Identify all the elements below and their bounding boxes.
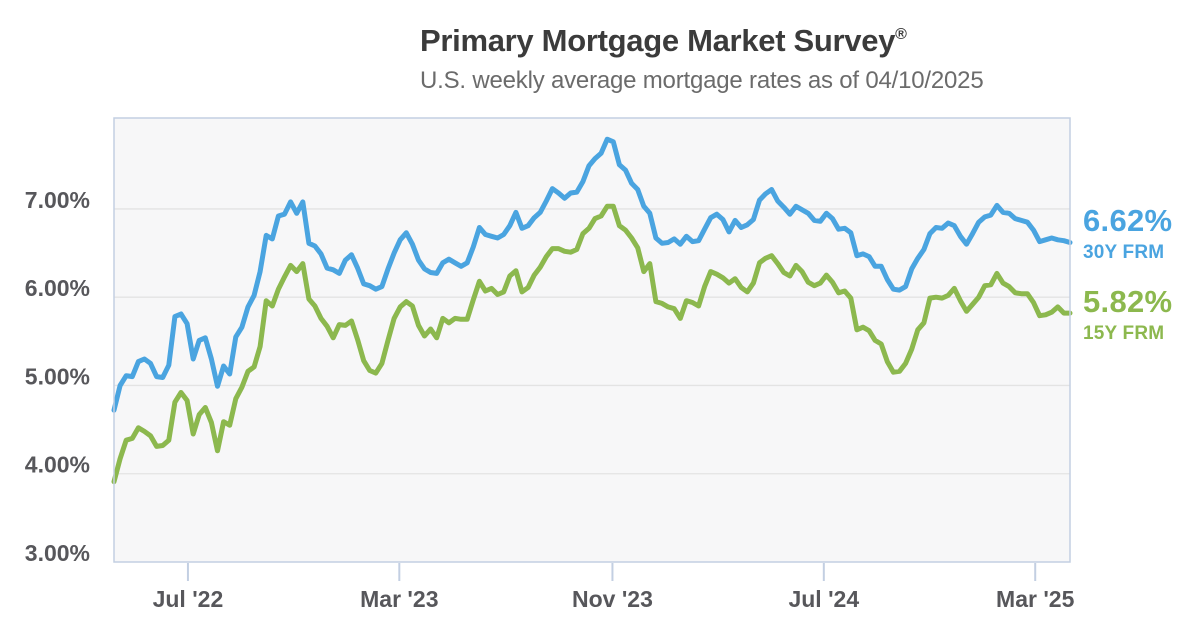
y-axis-labels: 7.00% 6.00% 5.00% 4.00% 3.00% [25, 187, 90, 566]
label-15y: 15Y FRM [1083, 323, 1165, 344]
y-axis-label: 5.00% [25, 363, 90, 389]
chart-header: Primary Mortgage Market Survey® U.S. wee… [420, 23, 984, 95]
x-axis-label: Jul '24 [788, 586, 859, 612]
x-axis-label: Jul '22 [153, 586, 224, 612]
y-axis-label: 7.00% [25, 187, 90, 213]
x-axis-label: Mar '25 [996, 586, 1075, 612]
page-subtitle: U.S. weekly average mortgage rates as of… [420, 67, 984, 95]
rate-30y: 6.62% [1083, 203, 1173, 238]
y-axis-label: 6.00% [25, 275, 90, 301]
x-axis-label: Mar '23 [360, 586, 438, 612]
line-30y-frm [111, 136, 1073, 413]
callout-15y-frm: 5.82% 15Y FRM [1083, 286, 1172, 343]
callout-30y-frm: 6.62% 30Y FRM [1083, 205, 1172, 262]
line-15y-frm [111, 203, 1073, 485]
rate-15y: 5.82% [1083, 284, 1173, 319]
plot-background [114, 118, 1070, 562]
y-axis-label: 3.00% [25, 540, 90, 566]
registered-mark: ® [895, 26, 907, 43]
plot-border [113, 117, 1071, 563]
page-title-text: Primary Mortgage Market Survey [420, 23, 896, 58]
label-30y: 30Y FRM [1083, 242, 1165, 263]
y-axis-label: 4.00% [25, 452, 90, 478]
x-axis-ticks: Jul '22 Mar '23 Nov '23 Jul '24 Mar '25 [153, 563, 1075, 612]
gridlines [114, 208, 1070, 475]
page-title: Primary Mortgage Market Survey® [420, 23, 983, 58]
x-axis-label: Nov '23 [572, 586, 653, 612]
